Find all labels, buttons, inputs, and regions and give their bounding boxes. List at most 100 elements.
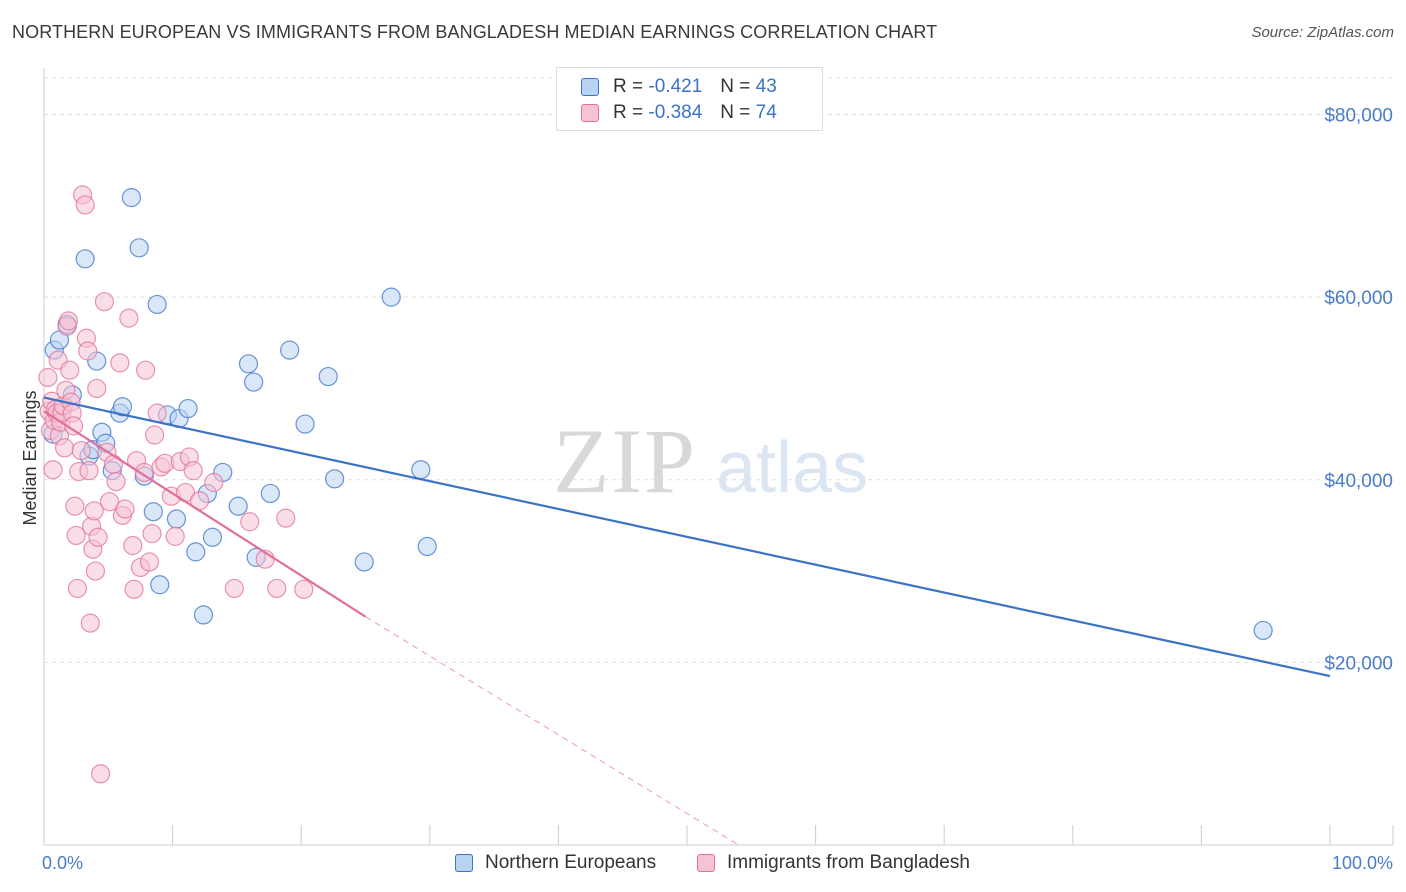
- point-bangladesh: [71, 440, 91, 461]
- point-northern-europeans: [202, 527, 223, 547]
- point-bangladesh: [204, 472, 224, 493]
- y-tick-label: $60,000: [1324, 288, 1393, 309]
- legend-label: Northern Europeans: [485, 852, 657, 873]
- point-bangladesh: [65, 496, 85, 516]
- point-bangladesh: [142, 524, 162, 544]
- point-northern-europeans: [280, 340, 300, 360]
- point-bangladesh: [90, 764, 111, 784]
- point-bangladesh: [119, 308, 139, 328]
- point-bangladesh: [87, 378, 107, 399]
- point-bangladesh: [99, 492, 120, 512]
- x-tick-label: 0.0%: [42, 853, 83, 873]
- point-bangladesh: [267, 578, 287, 599]
- point-northern-europeans: [354, 552, 374, 572]
- point-bangladesh: [124, 579, 144, 599]
- point-northern-europeans: [178, 398, 198, 419]
- point-bangladesh: [106, 471, 126, 492]
- y-tick-label: $20,000: [1324, 653, 1393, 674]
- point-bangladesh: [103, 454, 124, 474]
- point-northern-europeans: [228, 496, 248, 516]
- point-northern-europeans: [244, 372, 264, 392]
- point-northern-europeans: [260, 483, 280, 504]
- stats-legend: R = -0.421 N = 43 R = -0.384 N = 74: [556, 67, 823, 131]
- y-tick-label: $80,000: [1324, 106, 1393, 127]
- legend-item-northern-europeans: Northern Europeans: [455, 852, 656, 874]
- legend-item-bangladesh: Immigrants from Bangladesh: [697, 852, 970, 874]
- legend-r-value: -0.421: [648, 76, 703, 97]
- point-bangladesh: [78, 341, 98, 361]
- point-bangladesh: [88, 527, 108, 547]
- point-bangladesh: [147, 403, 167, 423]
- point-northern-europeans: [147, 294, 167, 315]
- point-northern-europeans: [325, 469, 345, 489]
- point-bangladesh: [144, 425, 165, 445]
- point-northern-europeans: [75, 249, 95, 269]
- point-northern-europeans: [238, 354, 259, 374]
- point-bangladesh: [58, 311, 79, 331]
- point-bangladesh: [38, 367, 58, 388]
- legend-swatch-blue: [455, 854, 473, 872]
- legend-r-value: -0.384: [648, 102, 703, 123]
- point-bangladesh: [94, 292, 115, 312]
- points-layer: [38, 185, 1273, 784]
- point-northern-europeans: [295, 414, 315, 434]
- watermark-atlas: atlas: [716, 428, 868, 508]
- point-northern-europeans: [112, 397, 133, 417]
- y-axis-label: Median Earnings: [20, 390, 40, 525]
- point-bangladesh: [240, 512, 260, 532]
- point-northern-europeans: [166, 509, 187, 529]
- axis-layer: [43, 68, 1394, 846]
- point-northern-europeans: [318, 366, 338, 387]
- point-northern-europeans: [186, 542, 206, 562]
- trend-layer: [43, 396, 1331, 846]
- legend-n-value: 43: [755, 76, 777, 97]
- legend-swatch-pink: [581, 104, 599, 122]
- point-northern-europeans: [143, 502, 163, 522]
- legend-swatch-pink: [697, 854, 715, 872]
- point-bangladesh: [135, 360, 156, 380]
- point-bangladesh: [66, 525, 86, 546]
- point-northern-europeans: [381, 287, 401, 307]
- point-bangladesh: [276, 508, 296, 528]
- point-bangladesh: [183, 461, 203, 481]
- point-bangladesh: [85, 561, 106, 581]
- point-bangladesh: [80, 613, 100, 633]
- legend-n-value: 74: [755, 102, 777, 123]
- trendline-bangladesh: [43, 410, 367, 618]
- point-bangladesh: [123, 535, 143, 556]
- point-northern-europeans: [121, 188, 142, 208]
- chart-source: Source: ZipAtlas.com: [1251, 24, 1394, 41]
- x-tick-label: 100.0%: [1332, 853, 1393, 873]
- legend-r-label: R =: [613, 76, 644, 97]
- watermark-zip: ZIP: [553, 410, 697, 512]
- watermark: ZIP atlas: [553, 410, 868, 512]
- point-bangladesh: [60, 360, 80, 380]
- point-bangladesh: [54, 438, 75, 458]
- trendline-bangladesh-extension: [365, 616, 739, 846]
- point-bangladesh: [84, 501, 104, 521]
- point-bangladesh: [43, 460, 63, 480]
- point-bangladesh: [139, 552, 160, 572]
- point-bangladesh: [75, 195, 95, 215]
- legend-label: Immigrants from Bangladesh: [727, 852, 970, 873]
- legend-n-label: N =: [720, 102, 751, 123]
- point-bangladesh: [79, 461, 99, 481]
- point-bangladesh: [115, 499, 135, 519]
- point-northern-europeans: [193, 605, 214, 625]
- tick-labels: $20,000 $40,000 $60,000 $80,000 0.0% 100.0%: [42, 106, 1393, 873]
- legend-row-northern-europeans: R = -0.421 N = 43: [581, 74, 777, 100]
- legend-n-label: N =: [720, 76, 751, 97]
- point-northern-europeans: [417, 536, 437, 557]
- point-bangladesh: [63, 416, 84, 436]
- legend-swatch-blue: [581, 78, 599, 96]
- chart-title: NORTHERN EUROPEAN VS IMMIGRANTS FROM BAN…: [12, 22, 938, 42]
- point-northern-europeans: [1253, 620, 1273, 641]
- point-northern-europeans: [150, 575, 170, 595]
- point-bangladesh: [67, 578, 88, 599]
- point-bangladesh: [294, 579, 314, 599]
- legend-r-label: R =: [613, 102, 644, 123]
- point-northern-europeans: [411, 460, 431, 480]
- point-bangladesh: [224, 578, 244, 599]
- trendline-northern-europeans: [43, 396, 1331, 678]
